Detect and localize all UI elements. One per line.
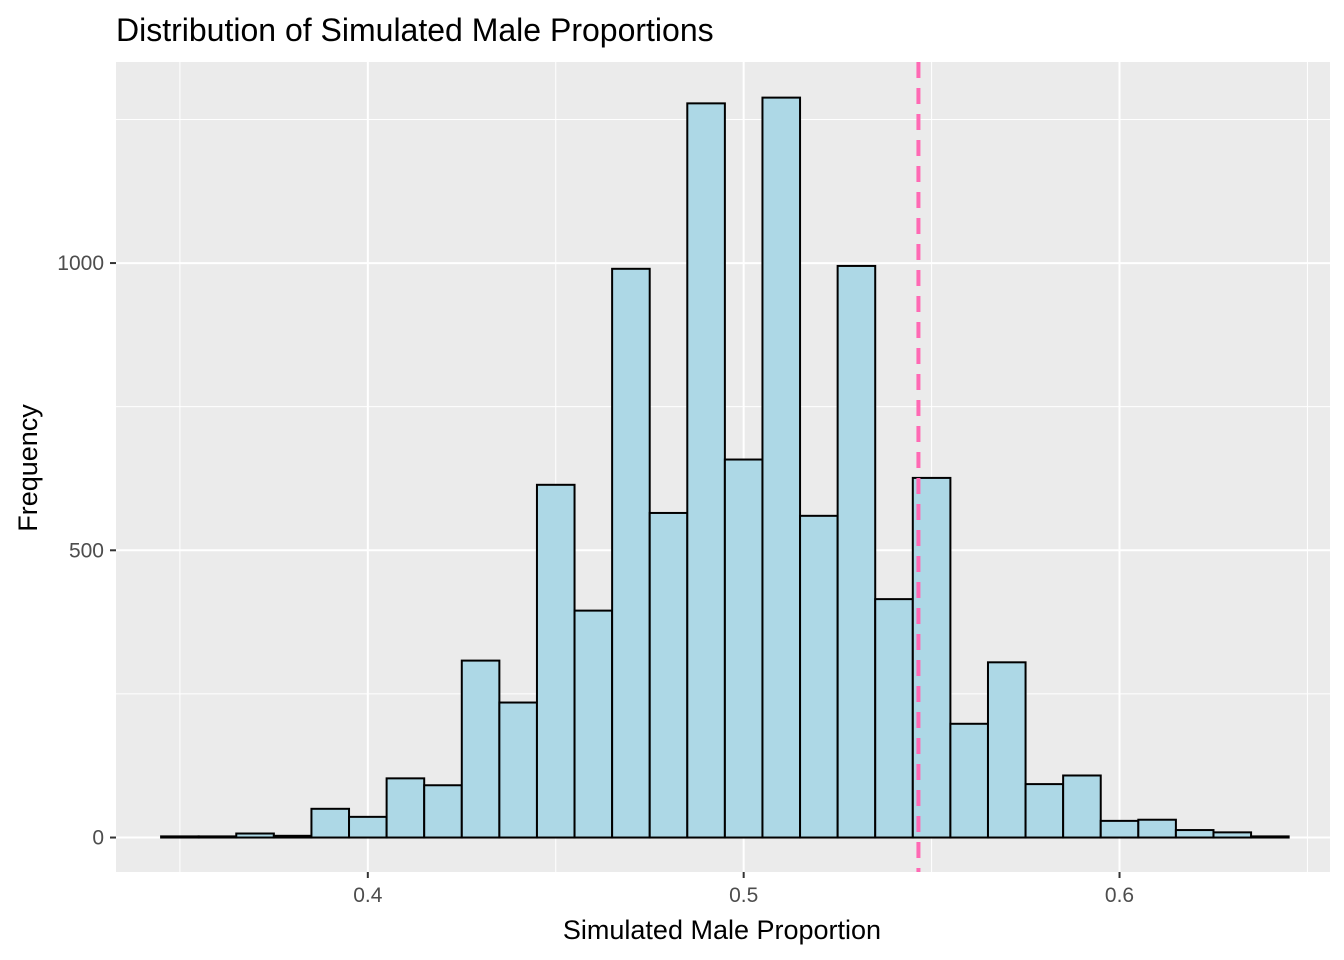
y-axis-title: Frequency xyxy=(13,404,43,532)
x-axis: 0.4 0.5 0.6 xyxy=(353,872,1134,907)
histogram-bar xyxy=(160,835,200,839)
y-tick-label: 1000 xyxy=(57,252,104,275)
y-axis: 0 500 1000 xyxy=(57,252,116,850)
histogram-bar xyxy=(272,834,313,839)
histogram-bar xyxy=(535,483,576,839)
x-tick-label: 0.4 xyxy=(353,884,383,907)
histogram-bar xyxy=(611,267,651,839)
histogram-bar xyxy=(1212,831,1253,839)
histogram-bar xyxy=(874,598,914,839)
histogram-bar xyxy=(836,264,877,839)
histogram-bar xyxy=(686,102,726,839)
histogram-bar xyxy=(1137,818,1177,839)
y-tick-label: 500 xyxy=(69,539,104,562)
histogram-bar xyxy=(1024,783,1065,839)
x-axis-title: Simulated Male Proportion xyxy=(563,915,881,945)
histogram-bar xyxy=(1062,774,1102,839)
histogram-bar xyxy=(460,659,501,839)
chart-title: Distribution of Simulated Male Proportio… xyxy=(116,12,714,48)
histogram-bar xyxy=(799,514,839,839)
histogram-bars xyxy=(160,96,1290,839)
histogram-bar xyxy=(648,511,689,839)
histogram-bar xyxy=(385,777,426,839)
histogram-bar xyxy=(723,458,764,839)
histogram-bar xyxy=(949,722,989,839)
histogram-bar xyxy=(423,784,463,839)
histogram-bar xyxy=(197,835,238,839)
histogram-bar xyxy=(1174,829,1215,839)
histogram-bar xyxy=(1250,835,1290,839)
x-tick-label: 0.5 xyxy=(729,884,758,907)
histogram-bar xyxy=(573,609,614,839)
histogram-bar xyxy=(310,807,351,839)
histogram-bar xyxy=(986,661,1027,839)
histogram-bar xyxy=(761,96,802,839)
histogram-bar xyxy=(1099,819,1140,839)
x-tick-label: 0.6 xyxy=(1105,884,1134,907)
histogram-bar xyxy=(348,815,388,839)
histogram-bar xyxy=(498,701,538,839)
y-tick-label: 0 xyxy=(92,827,104,850)
histogram-bar xyxy=(235,832,275,839)
